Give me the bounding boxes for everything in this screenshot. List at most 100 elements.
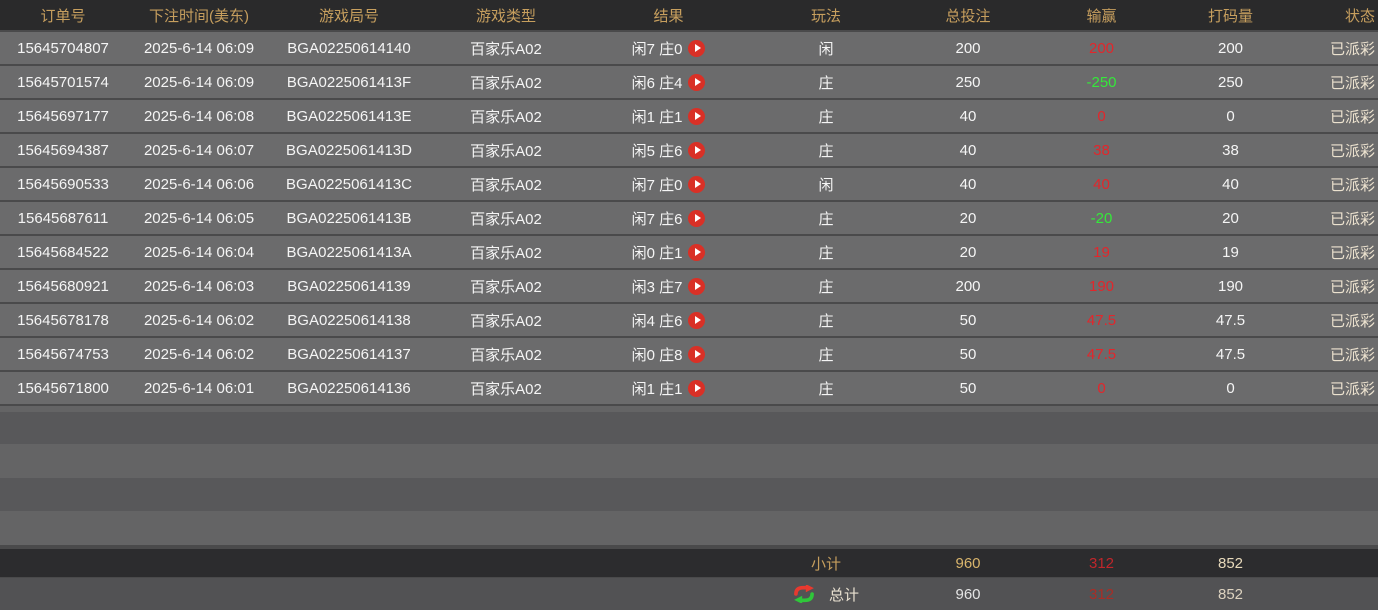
play-cell: 庄 — [818, 210, 834, 228]
play-cell: 庄 — [818, 346, 834, 364]
order-id-cell: 15645671800 — [17, 379, 109, 397]
subtotal-row: 小计 960 312 852 — [0, 549, 1378, 577]
play-icon[interactable] — [688, 243, 706, 261]
bet-time-cell: 2025-6-14 06:07 — [143, 141, 255, 159]
result-cell: 闲0 庄1 — [586, 242, 751, 263]
total-bet-cell: 200 — [955, 39, 981, 57]
order-id-cell: 15645678178 — [17, 311, 109, 329]
play-icon[interactable] — [688, 311, 706, 329]
total-bet-cell: 40 — [959, 141, 977, 159]
table-row: 15645674753 2025-6-14 06:02 BGA022506141… — [0, 338, 1378, 370]
result-cell: 闲7 庄0 — [586, 38, 751, 59]
total-turnover: 852 — [1217, 585, 1244, 603]
game-type-cell: 百家乐A02 — [470, 142, 542, 160]
column-header-order-id: 订单号 — [40, 7, 86, 25]
play-cell: 庄 — [818, 244, 834, 262]
turnover-cell: 38 — [1222, 141, 1239, 159]
result-cell: 闲7 庄0 — [586, 174, 751, 195]
subtotal-win-loss: 312 — [1088, 554, 1115, 572]
play-cell: 庄 — [818, 312, 834, 330]
game-type-cell: 百家乐A02 — [470, 244, 542, 262]
play-icon[interactable] — [688, 73, 706, 91]
result-cell: 闲1 庄1 — [586, 378, 751, 399]
order-id-cell: 15645694387 — [17, 141, 109, 159]
table-row: 15645701574 2025-6-14 06:09 BGA022506141… — [0, 66, 1378, 98]
column-header-status: 状态 — [1344, 7, 1375, 25]
win-loss-cell: 0 — [1097, 379, 1106, 397]
status-cell: 已派彩 — [1329, 278, 1375, 296]
play-icon[interactable] — [688, 141, 706, 159]
column-header-game-type: 游戏类型 — [475, 7, 536, 25]
play-icon[interactable] — [688, 39, 706, 57]
play-cell: 闲 — [818, 176, 834, 194]
table-row: 15645671800 2025-6-14 06:01 BGA022506141… — [0, 372, 1378, 404]
bet-time-cell: 2025-6-14 06:02 — [143, 345, 255, 363]
bet-time-cell: 2025-6-14 06:08 — [143, 107, 255, 125]
turnover-cell: 47.5 — [1215, 311, 1246, 329]
status-cell: 已派彩 — [1329, 312, 1375, 330]
subtotal-label: 小计 — [810, 555, 841, 573]
win-loss-cell: 190 — [1088, 277, 1115, 295]
empty-band — [0, 511, 1378, 545]
result-cell: 闲7 庄6 — [586, 208, 751, 229]
result-cell: 闲3 庄7 — [586, 276, 751, 297]
play-icon[interactable] — [688, 379, 706, 397]
swap-refresh-icon[interactable] — [793, 585, 815, 603]
game-type-cell: 百家乐A02 — [470, 74, 542, 92]
total-bet-cell: 20 — [959, 243, 977, 261]
bet-time-cell: 2025-6-14 06:06 — [143, 175, 255, 193]
result-text: 闲1 庄1 — [631, 380, 683, 398]
column-header-turnover: 打码量 — [1207, 7, 1253, 25]
subtotal-turnover: 852 — [1217, 554, 1244, 572]
result-text: 闲3 庄7 — [631, 278, 683, 296]
status-cell: 已派彩 — [1329, 74, 1375, 92]
empty-band — [0, 478, 1378, 511]
result-text: 闲7 庄6 — [631, 210, 683, 228]
total-label-group: 总计 — [751, 584, 901, 605]
empty-band — [0, 444, 1378, 478]
round-id-cell: BGA02250614137 — [287, 345, 411, 363]
round-id-cell: BGA0225061413C — [286, 175, 412, 193]
play-icon[interactable] — [688, 277, 706, 295]
game-type-cell: 百家乐A02 — [470, 278, 542, 296]
table-row: 15645687611 2025-6-14 06:05 BGA022506141… — [0, 202, 1378, 234]
total-bet-cell: 40 — [959, 175, 977, 193]
play-icon[interactable] — [688, 107, 706, 125]
bet-time-cell: 2025-6-14 06:05 — [143, 209, 255, 227]
total-bet-cell: 40 — [959, 107, 977, 125]
game-type-cell: 百家乐A02 — [470, 176, 542, 194]
bet-time-cell: 2025-6-14 06:09 — [143, 73, 255, 91]
play-icon[interactable] — [688, 345, 706, 363]
column-header-round-id: 游戏局号 — [318, 7, 379, 25]
table-row: 15645680921 2025-6-14 06:03 BGA022506141… — [0, 270, 1378, 302]
table-row: 15645690533 2025-6-14 06:06 BGA022506141… — [0, 168, 1378, 200]
win-loss-cell: 19 — [1093, 243, 1110, 261]
turnover-cell: 47.5 — [1215, 345, 1246, 363]
total-label: 总计 — [828, 586, 859, 604]
round-id-cell: BGA0225061413D — [286, 141, 412, 159]
total-bet-cell: 50 — [959, 345, 977, 363]
game-type-cell: 百家乐A02 — [470, 312, 542, 330]
turnover-cell: 250 — [1217, 73, 1244, 91]
total-bet-cell: 50 — [959, 311, 977, 329]
result-text: 闲7 庄0 — [631, 176, 683, 194]
play-cell: 庄 — [818, 74, 834, 92]
column-header-win-loss: 输赢 — [1086, 7, 1117, 25]
column-header-bet-time: 下注时间(美东) — [149, 7, 249, 25]
order-id-cell: 15645697177 — [17, 107, 109, 125]
total-total-bet: 960 — [955, 585, 981, 603]
table-row: 15645678178 2025-6-14 06:02 BGA022506141… — [0, 304, 1378, 336]
order-id-cell: 15645704807 — [17, 39, 109, 57]
round-id-cell: BGA0225061413A — [286, 243, 412, 261]
table-row: 15645684522 2025-6-14 06:04 BGA022506141… — [0, 236, 1378, 268]
win-loss-cell: 47.5 — [1086, 345, 1117, 363]
total-bet-cell: 20 — [959, 209, 977, 227]
result-text: 闲5 庄6 — [631, 142, 683, 160]
round-id-cell: BGA02250614139 — [287, 277, 411, 295]
turnover-cell: 20 — [1222, 209, 1239, 227]
play-icon[interactable] — [688, 209, 706, 227]
play-icon[interactable] — [688, 175, 706, 193]
round-id-cell: BGA02250614138 — [287, 311, 411, 329]
result-cell: 闲0 庄8 — [586, 344, 751, 365]
table-header: 订单号 下注时间(美东) 游戏局号 游戏类型 结果 玩法 总投注 输赢 打码量 … — [0, 0, 1378, 30]
